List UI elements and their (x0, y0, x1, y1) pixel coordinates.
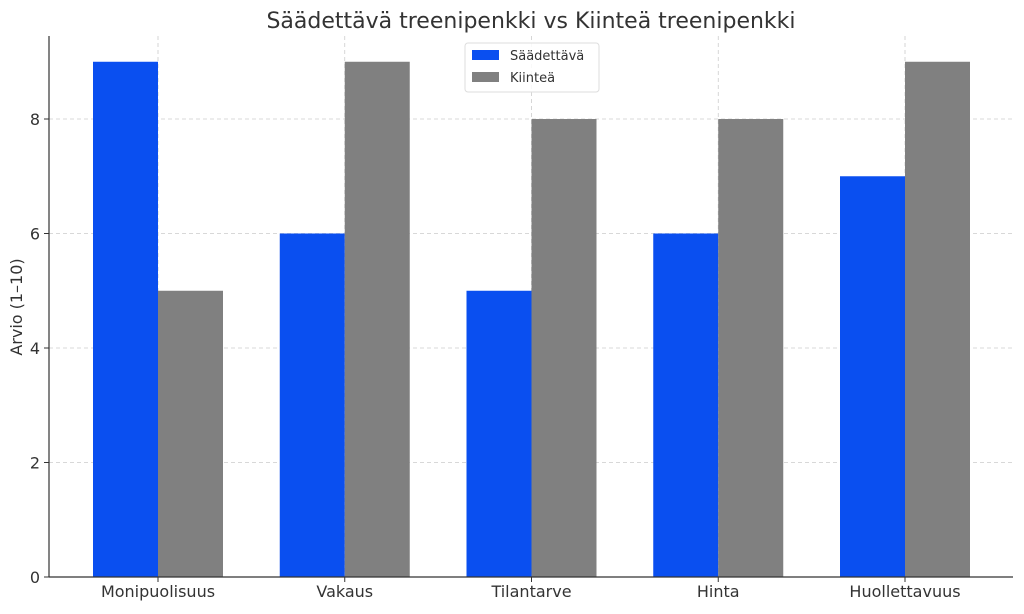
y-tick-label: 4 (30, 339, 40, 358)
bar-series0-0 (93, 61, 158, 578)
bar-series1-0 (158, 290, 223, 577)
bar-series1-3 (718, 119, 784, 577)
y-tick-label: 0 (30, 568, 40, 587)
chart-title: Säädettävä treenipenkki vs Kiinteä treen… (266, 9, 795, 34)
y-tick-label: 6 (30, 225, 40, 244)
legend-swatch (472, 50, 499, 60)
y-tick-label: 8 (30, 110, 40, 129)
axes: 0 2 4 6 8 Monipuolisuus Vakaus Tilantarve Hinta H… (30, 36, 1013, 601)
y-axis-label: Arvio (1–10) (7, 258, 26, 355)
bar-series0-1 (279, 233, 345, 577)
bar-series0-2 (466, 290, 532, 577)
bar-series1-4 (905, 61, 970, 578)
x-tick-label: Hinta (697, 582, 740, 601)
x-tick-label: Huollettavuus (849, 582, 960, 601)
legend-label: Säädettävä (510, 49, 584, 64)
bar-series1-2 (531, 119, 597, 577)
bar-series0-4 (840, 176, 905, 577)
y-tick-label: 2 (30, 454, 40, 473)
legend-label: Kiinteä (510, 71, 555, 86)
bar-series1-1 (344, 61, 410, 578)
legend: Säädettävä Kiinteä (464, 42, 600, 93)
legend-swatch (472, 72, 499, 82)
x-tick-label: Vakaus (316, 582, 373, 601)
x-tick-label: Tilantarve (490, 582, 571, 601)
x-tick-label: Monipuolisuus (101, 582, 215, 601)
bar-series0-3 (653, 233, 719, 577)
bars (93, 61, 970, 578)
